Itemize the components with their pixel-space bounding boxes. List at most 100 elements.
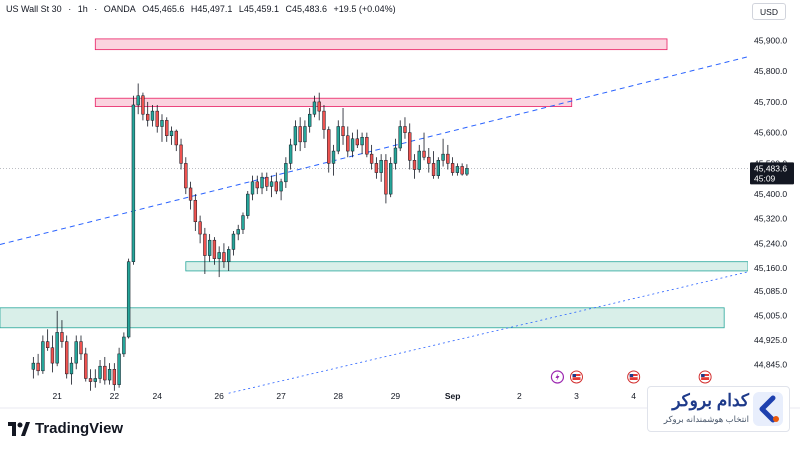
candle-up[interactable] bbox=[169, 130, 174, 136]
candle-up[interactable] bbox=[98, 365, 102, 379]
candle-up[interactable] bbox=[227, 249, 231, 262]
candle-up[interactable] bbox=[269, 181, 274, 187]
candle-up[interactable] bbox=[336, 126, 340, 152]
candle-down[interactable] bbox=[446, 153, 450, 164]
candle-down[interactable] bbox=[188, 187, 193, 201]
candle-up[interactable] bbox=[93, 378, 97, 382]
candle-down[interactable] bbox=[146, 113, 150, 121]
candle-up[interactable] bbox=[122, 336, 126, 355]
candle-down[interactable] bbox=[255, 181, 259, 189]
candle-down[interactable] bbox=[422, 150, 426, 158]
candle-up[interactable] bbox=[260, 176, 264, 189]
candle-down[interactable] bbox=[222, 252, 226, 262]
candle-down[interactable] bbox=[355, 138, 360, 146]
candle-down[interactable] bbox=[298, 126, 302, 143]
candle-down[interactable] bbox=[198, 221, 202, 235]
candle-down[interactable] bbox=[103, 365, 107, 381]
candle-down[interactable] bbox=[84, 353, 88, 379]
price-axis[interactable] bbox=[748, 0, 800, 410]
candle-down[interactable] bbox=[427, 156, 431, 164]
candle-up[interactable] bbox=[288, 144, 293, 164]
candle-up[interactable] bbox=[303, 126, 307, 143]
candle-down[interactable] bbox=[384, 160, 388, 195]
candle-up[interactable] bbox=[436, 160, 440, 176]
candle-down[interactable] bbox=[369, 153, 374, 164]
candle-up[interactable] bbox=[331, 150, 336, 164]
currency-button[interactable]: USD bbox=[752, 3, 786, 20]
candle-down[interactable] bbox=[346, 135, 350, 152]
candle-up[interactable] bbox=[160, 120, 164, 127]
candle-down[interactable] bbox=[50, 347, 55, 364]
candle-down[interactable] bbox=[408, 132, 412, 161]
symbol-name[interactable]: US Wall St 30 bbox=[6, 4, 62, 14]
candle-down[interactable] bbox=[45, 341, 50, 349]
resistance-zone[interactable] bbox=[94, 38, 668, 51]
candle-up[interactable] bbox=[417, 150, 421, 170]
candle-up[interactable] bbox=[131, 104, 136, 262]
candle-up[interactable] bbox=[207, 239, 212, 256]
candle-up[interactable] bbox=[236, 229, 240, 235]
candle-up[interactable] bbox=[455, 166, 460, 173]
candle-up[interactable] bbox=[246, 193, 250, 216]
candle-down[interactable] bbox=[460, 166, 464, 175]
candle-down[interactable] bbox=[193, 199, 198, 223]
candle-down[interactable] bbox=[327, 129, 331, 164]
candle-up[interactable] bbox=[398, 126, 402, 149]
candle-up[interactable] bbox=[241, 215, 245, 230]
candle-up[interactable] bbox=[388, 163, 393, 195]
candle-down[interactable] bbox=[403, 126, 407, 133]
candle-down[interactable] bbox=[141, 95, 145, 115]
candle-down[interactable] bbox=[155, 110, 159, 127]
trendline-dashed[interactable] bbox=[0, 56, 749, 245]
candle-up[interactable] bbox=[150, 110, 155, 121]
candle-up[interactable] bbox=[250, 181, 255, 195]
candle-up[interactable] bbox=[312, 101, 317, 115]
candle-up[interactable] bbox=[379, 160, 383, 173]
candle-up[interactable] bbox=[465, 168, 469, 175]
candle-down[interactable] bbox=[365, 136, 369, 155]
candle-down[interactable] bbox=[431, 163, 436, 176]
candle-down[interactable] bbox=[184, 163, 188, 189]
candle-up[interactable] bbox=[126, 261, 131, 338]
candle-down[interactable] bbox=[341, 126, 345, 136]
candle-up[interactable] bbox=[231, 233, 236, 250]
candle-up[interactable] bbox=[360, 136, 364, 146]
candle-down[interactable] bbox=[36, 362, 40, 372]
trendline-dotted[interactable] bbox=[228, 271, 749, 394]
candle-down[interactable] bbox=[65, 341, 69, 375]
candle-down[interactable] bbox=[79, 341, 83, 355]
candle-up[interactable] bbox=[117, 353, 121, 385]
interval-label[interactable]: 1h bbox=[77, 4, 88, 14]
candle-up[interactable] bbox=[69, 362, 74, 375]
candle-up[interactable] bbox=[136, 95, 140, 106]
candle-down[interactable] bbox=[165, 120, 169, 136]
candle-up[interactable] bbox=[107, 369, 112, 381]
candle-down[interactable] bbox=[450, 163, 455, 173]
candle-up[interactable] bbox=[55, 332, 59, 364]
candle-down[interactable] bbox=[179, 144, 183, 164]
candle-up[interactable] bbox=[279, 181, 283, 192]
candle-down[interactable] bbox=[60, 332, 64, 342]
candle-down[interactable] bbox=[317, 101, 321, 112]
candle-up[interactable] bbox=[217, 252, 221, 259]
candle-up[interactable] bbox=[31, 362, 36, 370]
candle-up[interactable] bbox=[293, 126, 298, 146]
candle-up[interactable] bbox=[393, 147, 398, 164]
candle-down[interactable] bbox=[88, 378, 93, 382]
candle-up[interactable] bbox=[350, 138, 355, 152]
candle-down[interactable] bbox=[374, 163, 379, 173]
candle-up[interactable] bbox=[74, 341, 78, 364]
candle-down[interactable] bbox=[212, 239, 217, 259]
support-zone[interactable] bbox=[0, 307, 725, 329]
resistance-zone[interactable] bbox=[94, 97, 573, 107]
candle-down[interactable] bbox=[265, 176, 269, 187]
candle-up[interactable] bbox=[41, 341, 45, 372]
candle-up[interactable] bbox=[284, 163, 288, 183]
support-zone[interactable] bbox=[185, 261, 749, 272]
tradingview-logo[interactable]: TradingView bbox=[8, 420, 123, 437]
candle-up[interactable] bbox=[308, 113, 312, 127]
candle-down[interactable] bbox=[174, 130, 178, 146]
candle-down[interactable] bbox=[274, 181, 279, 192]
